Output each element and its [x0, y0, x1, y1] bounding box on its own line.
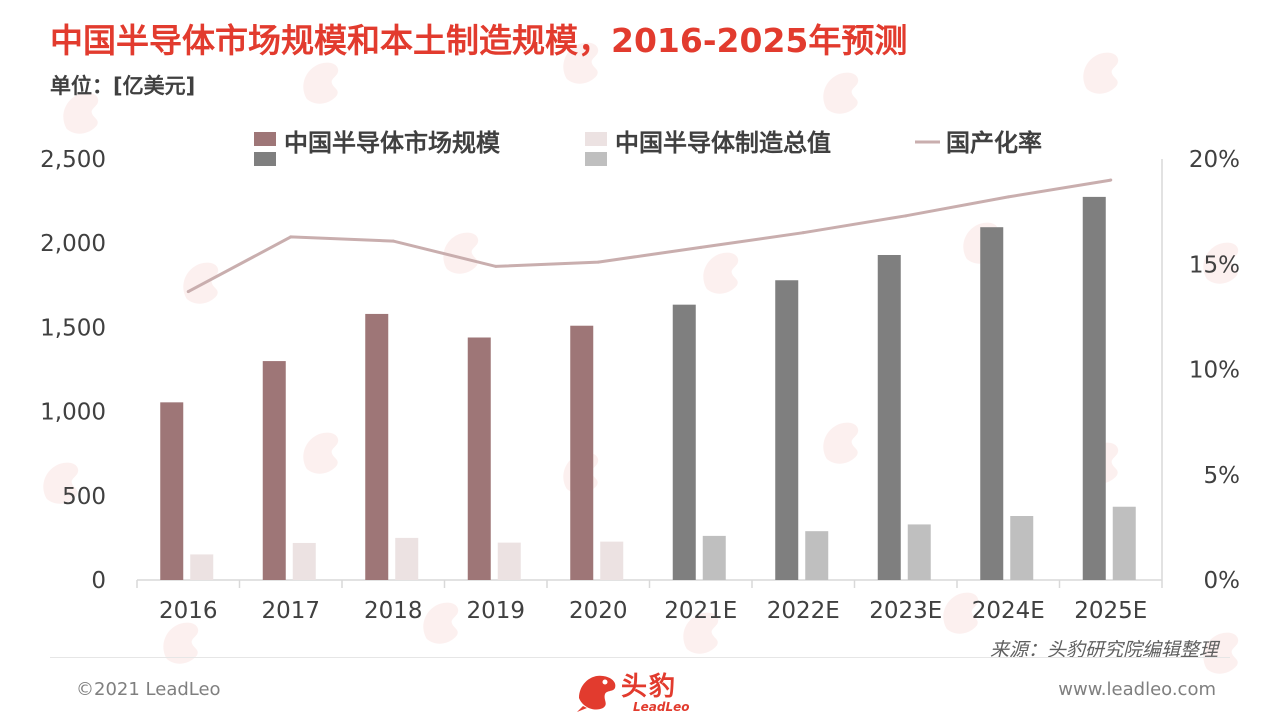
bar-market-2018 — [365, 313, 389, 580]
bar-market-2020 — [570, 325, 594, 580]
x-axis-tick-label: 2017 — [261, 598, 320, 624]
point-localization-2021E — [699, 245, 703, 249]
bar-manufacturing-2025E — [1112, 506, 1136, 580]
legend-market-swatch-forecast — [254, 152, 276, 166]
bar-manufacturing-2021E — [702, 535, 726, 580]
bar-manufacturing-2022E — [805, 531, 829, 580]
legend-manufacturing-swatch-actual — [585, 132, 607, 146]
bar-manufacturing-2024E — [1010, 516, 1034, 580]
point-localization-2016 — [186, 290, 190, 294]
bar-market-2025E — [1082, 196, 1106, 580]
right-axis-tick-label: 10% — [1189, 358, 1240, 384]
x-axis-tick-label: 2019 — [466, 598, 525, 624]
logo-english: LeadLeo — [633, 700, 690, 714]
page-title: 中国半导体市场规模和本土制造规模，2016-2025年预测 — [50, 21, 908, 60]
bar-manufacturing-2018 — [395, 537, 419, 580]
legend-market-swatch-actual — [254, 132, 276, 146]
website-link[interactable]: www.leadleo.com — [1058, 679, 1216, 700]
left-axis-tick-label: 0 — [91, 568, 106, 594]
footer-divider — [50, 657, 1230, 658]
x-axis-tick-label: 2022E — [767, 598, 840, 624]
left-axis-tick-label: 500 — [62, 484, 106, 510]
point-localization-2018 — [391, 239, 395, 243]
point-localization-2022E — [801, 231, 805, 235]
bar-manufacturing-2023E — [907, 524, 931, 580]
legend-manufacturing-swatch-forecast — [585, 152, 607, 166]
logo-chinese: 头豹 — [621, 672, 678, 702]
x-axis-tick-label: 2025E — [1074, 598, 1147, 624]
left-axis-tick-label: 1,000 — [40, 400, 106, 426]
leopard-logo-icon — [577, 675, 616, 712]
bar-manufacturing-2019 — [497, 542, 521, 580]
legend-market-label: 中国半导体市场规模 — [284, 129, 501, 157]
chart: 0 500 1,000 1,500 2,000 2,500 0% 5% 10% 15% 20% 201… — [40, 129, 1241, 624]
bar-market-2021E — [672, 304, 696, 580]
point-localization-2024E — [1006, 195, 1010, 199]
right-axis-tick-label: 20% — [1189, 147, 1240, 173]
right-axis-tick-label: 15% — [1189, 252, 1240, 278]
x-axis-tick-label: 2023E — [869, 598, 942, 624]
bar-market-2019 — [467, 337, 491, 580]
bar-market-2022E — [775, 280, 799, 580]
x-axis-tick-label: 2018 — [364, 598, 423, 624]
unit-label: 单位：[亿美元] — [50, 74, 196, 98]
right-axis-tick-label: 0% — [1204, 568, 1241, 594]
bar-market-2023E — [877, 254, 901, 580]
left-axis-tick-label: 2,000 — [40, 231, 106, 257]
source-note: 来源：头豹研究院编辑整理 — [989, 639, 1218, 661]
bar-market-2016 — [160, 402, 184, 580]
bar-manufacturing-2020 — [600, 541, 624, 580]
x-axis-tick-label: 2020 — [569, 598, 628, 624]
line-localization-rate — [187, 178, 1112, 293]
x-axis-tick-label: 2024E — [972, 598, 1045, 624]
legend-localization-label: 国产化率 — [946, 129, 1042, 157]
point-localization-2025E — [1109, 178, 1113, 182]
leadleo-logo: 头豹 LeadLeo — [575, 664, 715, 718]
left-axis-tick-label: 2,500 — [40, 147, 106, 173]
bar-manufacturing-2017 — [292, 542, 316, 580]
right-axis-tick-label: 5% — [1204, 463, 1241, 489]
point-localization-2020 — [596, 260, 600, 264]
point-localization-2023E — [904, 214, 908, 218]
copyright-text: ©2021 LeadLeo — [76, 679, 221, 700]
bar-manufacturing-2016 — [190, 554, 214, 580]
bar-market-2024E — [980, 227, 1004, 580]
x-axis-tick-label: 2021E — [664, 598, 737, 624]
x-axis-tick-label: 2016 — [159, 598, 218, 624]
point-localization-2019 — [494, 264, 498, 268]
legend-manufacturing-label: 中国半导体制造总值 — [615, 129, 831, 157]
left-axis-tick-label: 1,500 — [40, 315, 106, 341]
point-localization-2017 — [289, 235, 293, 239]
bar-market-2017 — [262, 361, 286, 580]
